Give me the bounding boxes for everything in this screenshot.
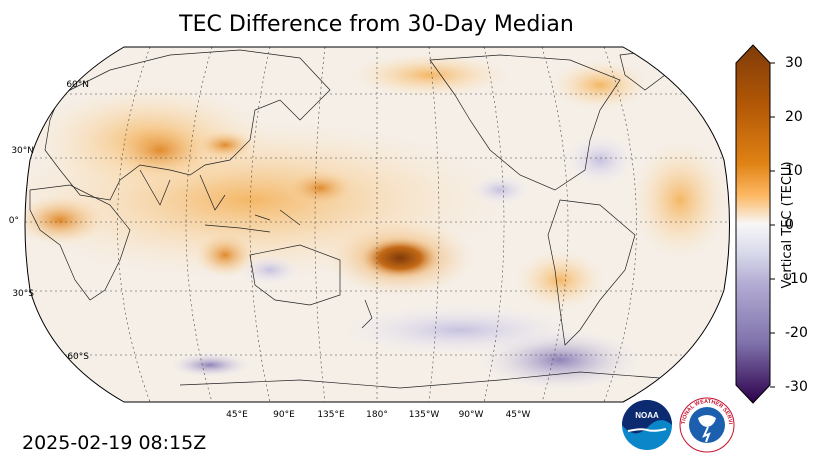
lat-label-0: 0° xyxy=(8,216,19,226)
svg-text:NOAA: NOAA xyxy=(635,411,659,420)
map-border xyxy=(24,46,730,403)
colorbar-tick-20: 20 xyxy=(785,109,803,125)
lat-label-60n: 60°N xyxy=(66,80,89,90)
lon-label-135w: 135°W xyxy=(408,410,440,420)
nws-logo: NATIONAL WEATHER SERVICE xyxy=(678,396,735,453)
lat-label-60s: 60°S xyxy=(67,352,89,362)
lat-label-30n: 30°N xyxy=(11,146,34,156)
lon-label-180: 180° xyxy=(366,410,388,420)
lon-label-45e: 45°E xyxy=(226,410,248,420)
lon-label-135e: 135°E xyxy=(317,410,345,420)
colorbar-label: Vertical TEC (TECU) xyxy=(780,161,795,289)
noaa-logo: NOAA xyxy=(622,400,672,450)
colorbar-tick-30: 30 xyxy=(785,55,803,71)
lon-label-45w: 45°W xyxy=(505,410,531,420)
colorbar-tick-neg20: -20 xyxy=(785,325,808,341)
colorbar-tick-10: 10 xyxy=(785,163,803,179)
map-title: TEC Difference from 30-Day Median xyxy=(179,12,574,37)
lon-label-90e: 90°E xyxy=(273,410,295,420)
coastlines xyxy=(29,49,666,389)
lon-label-90w: 90°W xyxy=(458,410,484,420)
graticule xyxy=(25,47,730,402)
colorbar-tick-0: 0 xyxy=(785,217,794,233)
colorbar xyxy=(735,44,775,404)
timestamp: 2025-02-19 08:15Z xyxy=(22,432,207,454)
tec-field xyxy=(25,47,730,402)
lat-label-30s: 30°S xyxy=(12,289,34,299)
colorbar-tick-neg30: -30 xyxy=(785,379,808,395)
colorbar-tick-neg10: -10 xyxy=(785,271,808,287)
